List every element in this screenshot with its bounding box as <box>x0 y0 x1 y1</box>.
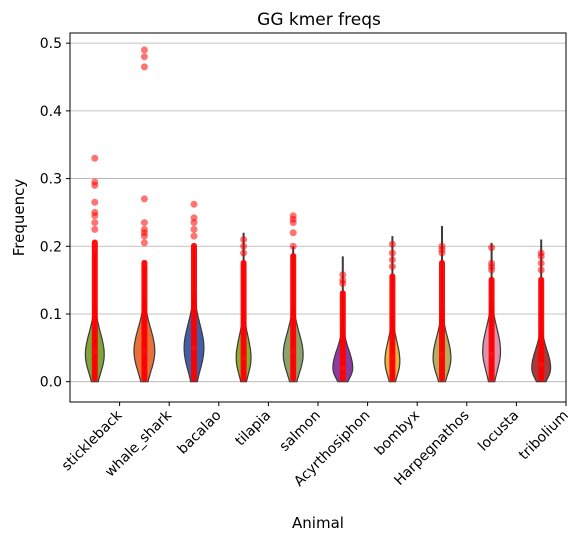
y-tick-label: 0.1 <box>40 307 62 323</box>
strip-point <box>140 232 148 240</box>
strip-dense-points <box>240 259 247 382</box>
strip-point <box>140 53 148 61</box>
strip-point <box>240 242 248 250</box>
y-tick-label: 0.3 <box>40 172 62 188</box>
strip-point <box>190 200 198 208</box>
strip-dense-points <box>439 259 445 382</box>
chart-title: GG kmer freqs <box>257 10 381 30</box>
strip-dense-points <box>488 276 495 382</box>
y-tick-label: 0.2 <box>40 239 62 255</box>
strip-point <box>488 266 496 274</box>
strip-dense-points <box>389 273 396 382</box>
strip-point <box>289 242 297 250</box>
strip-point <box>140 239 148 247</box>
strip-point <box>240 236 248 244</box>
x-axis-title: Animal <box>292 514 344 532</box>
strip-point <box>339 280 347 288</box>
strip-dense-points <box>339 290 346 382</box>
strip-point <box>537 252 545 260</box>
strip-point <box>140 46 148 54</box>
strip-point <box>289 229 297 237</box>
strip-point <box>190 232 198 240</box>
strip-point <box>190 219 198 227</box>
strip-point <box>91 198 99 206</box>
x-tick-label: locusta <box>475 408 522 455</box>
strip-point <box>488 244 496 252</box>
strip-point <box>438 249 446 257</box>
strip-dense-points <box>191 242 197 382</box>
strip-point <box>91 212 99 220</box>
strip-point <box>388 240 396 248</box>
strip-dense-points <box>290 253 297 382</box>
grid-lines <box>70 42 566 383</box>
strip-point <box>388 263 396 271</box>
y-axis-title: Frequency <box>10 179 28 257</box>
x-tick-label: tribolium <box>516 408 572 464</box>
y-tick-label: 0.5 <box>40 36 62 52</box>
x-tick-label: bombyx <box>372 408 423 459</box>
strip-point <box>388 256 396 264</box>
strip-point <box>190 225 198 233</box>
strip-points <box>91 46 545 382</box>
strip-dense-points <box>538 276 545 382</box>
strip-point <box>339 271 347 279</box>
strip-point <box>140 195 148 203</box>
x-tick-label: tilapia <box>232 408 274 450</box>
strip-dense-points <box>141 259 148 382</box>
strip-point <box>140 219 148 227</box>
strip-point <box>537 259 545 267</box>
strip-point <box>91 154 99 162</box>
strip-point <box>388 249 396 257</box>
strip-dense-points <box>91 239 98 382</box>
strip-point <box>91 219 99 227</box>
x-tick-label: bacalao <box>175 408 225 458</box>
strip-point <box>240 249 248 257</box>
strip-point <box>140 63 148 71</box>
strip-point <box>91 181 99 189</box>
y-tick-label: 0.4 <box>40 104 62 120</box>
strip-point <box>537 266 545 274</box>
strip-point <box>91 225 99 233</box>
x-tick-label: salmon <box>277 408 324 455</box>
y-axis: 0.0 0.1 0.2 0.3 0.4 0.5 <box>40 36 70 391</box>
violins <box>84 225 552 383</box>
strip-point <box>289 219 297 227</box>
y-tick-label: 0.0 <box>40 375 62 391</box>
